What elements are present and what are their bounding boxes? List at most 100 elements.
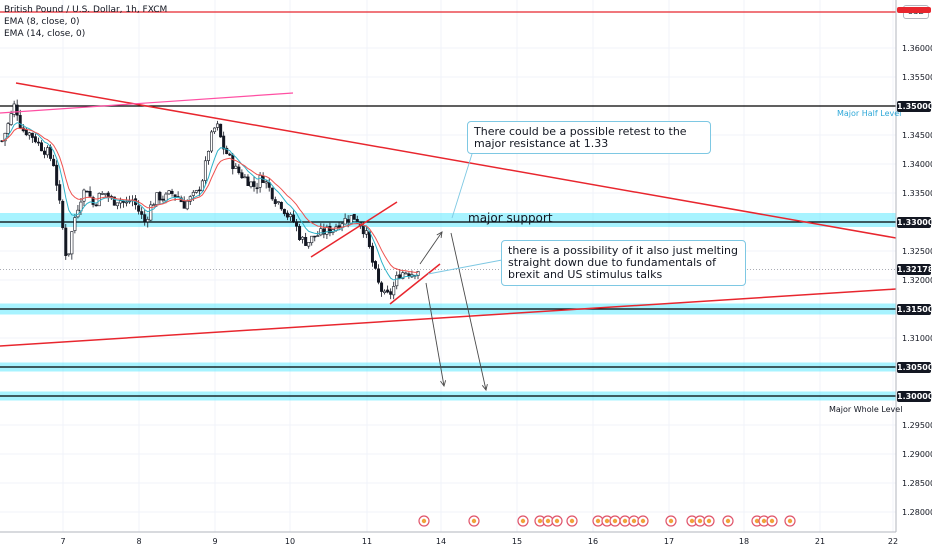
melt-callout-pointer bbox=[427, 259, 503, 275]
event-icon-dot bbox=[604, 518, 610, 524]
candle-body bbox=[61, 200, 65, 229]
y-tick-label: 1.34000 bbox=[902, 160, 932, 169]
candle-body bbox=[206, 150, 210, 161]
candle-body bbox=[319, 228, 323, 236]
event-icon-dot bbox=[697, 518, 703, 524]
event-icon-dot bbox=[706, 518, 712, 524]
x-tick-label: 16 bbox=[588, 537, 598, 546]
candle-body bbox=[298, 225, 302, 240]
chart-legend: British Pound / U.S. Dollar, 1h, FXCM EM… bbox=[4, 4, 167, 40]
candle-body bbox=[137, 205, 141, 212]
candle-body bbox=[67, 253, 71, 256]
candle-body bbox=[377, 268, 381, 283]
candle-body bbox=[234, 165, 238, 169]
price-level-label: 1.35000 bbox=[897, 100, 932, 112]
candle-body bbox=[304, 237, 308, 246]
candle-body bbox=[237, 166, 241, 174]
candle-body bbox=[395, 275, 399, 287]
candle-body bbox=[39, 142, 43, 152]
y-tick-label: 1.32500 bbox=[902, 247, 932, 256]
candle-body bbox=[383, 290, 387, 293]
x-tick-label: 11 bbox=[362, 537, 372, 546]
candle-body bbox=[407, 273, 411, 277]
candle-body bbox=[33, 136, 37, 143]
candle-body bbox=[307, 242, 311, 247]
candle-body bbox=[52, 158, 56, 167]
y-tick-label: 1.33500 bbox=[902, 189, 932, 198]
candle-body bbox=[18, 115, 22, 129]
candle-body bbox=[373, 261, 377, 269]
major-half-level-label[interactable]: Major Half Level bbox=[837, 109, 902, 118]
candle-body bbox=[15, 104, 19, 116]
candle-body bbox=[64, 227, 68, 256]
legend-ema-14[interactable]: EMA (14, close, 0) bbox=[4, 29, 86, 39]
event-icon-dot bbox=[569, 518, 575, 524]
candle-body bbox=[27, 132, 31, 136]
major-support-label[interactable]: major support bbox=[468, 211, 553, 225]
melt-annotation-text: there is a possibility of it also just m… bbox=[508, 244, 738, 281]
candle-body bbox=[152, 204, 156, 206]
candle-body bbox=[82, 189, 86, 202]
candle-body bbox=[249, 181, 253, 187]
triangle-lower-line bbox=[310, 201, 398, 258]
event-icon-dot bbox=[554, 518, 560, 524]
legend-symbol[interactable]: British Pound / U.S. Dollar, 1h, FXCM bbox=[4, 5, 168, 15]
x-tick-label: 18 bbox=[739, 537, 749, 546]
melt-down-arrow bbox=[425, 282, 445, 387]
event-icon-dot bbox=[725, 518, 731, 524]
candle-body bbox=[58, 184, 62, 201]
candle-body bbox=[149, 204, 153, 221]
price-level-label: 1.33000 bbox=[897, 216, 932, 228]
candle-body bbox=[401, 272, 405, 279]
x-tick-label: 7 bbox=[60, 537, 65, 546]
candle-body bbox=[392, 286, 396, 296]
candle-body bbox=[118, 200, 122, 204]
candle-body bbox=[416, 271, 420, 276]
event-icons bbox=[418, 515, 796, 527]
candle-body bbox=[100, 193, 104, 195]
support-bands bbox=[0, 11, 896, 401]
candle-body bbox=[240, 172, 244, 179]
candle-body bbox=[389, 291, 393, 295]
candle-body bbox=[352, 213, 356, 220]
event-icon-dot bbox=[754, 518, 760, 524]
candle-body bbox=[12, 103, 16, 115]
x-tick-label: 9 bbox=[212, 537, 217, 546]
candle-body bbox=[103, 193, 107, 195]
candle-body bbox=[140, 211, 144, 215]
y-tick-label: 1.28500 bbox=[902, 479, 932, 488]
candle-body bbox=[210, 131, 214, 152]
x-tick-label: 15 bbox=[512, 537, 522, 546]
candle-body bbox=[88, 190, 92, 197]
candle-body bbox=[404, 272, 408, 275]
candle-body bbox=[185, 201, 189, 210]
event-icon-dot bbox=[761, 518, 767, 524]
melt-annotation[interactable]: there is a possibility of it also just m… bbox=[501, 240, 746, 286]
candle-body bbox=[222, 135, 226, 150]
candle-body bbox=[295, 221, 299, 227]
x-tick-label: 8 bbox=[136, 537, 141, 546]
y-tick-label: 1.34500 bbox=[902, 131, 932, 140]
candle-body bbox=[197, 189, 201, 192]
candle-body bbox=[97, 193, 101, 207]
major-whole-level-label[interactable]: Major Whole Level bbox=[829, 405, 903, 414]
candle-body bbox=[310, 235, 314, 244]
event-icon-dot bbox=[545, 518, 551, 524]
price-level-label: 1.30000 bbox=[897, 390, 932, 402]
retest-callout-pointer bbox=[451, 153, 473, 219]
candle-body bbox=[155, 192, 159, 205]
candle-body bbox=[146, 219, 150, 223]
candle-body bbox=[73, 217, 77, 231]
retest-annotation[interactable]: There could be a possible retest to the … bbox=[467, 121, 711, 154]
candle-body bbox=[364, 230, 368, 235]
candle-body bbox=[6, 123, 10, 134]
retest-annotation-text: There could be a possible retest to the … bbox=[474, 125, 687, 150]
candle-body bbox=[386, 289, 390, 293]
candle-body bbox=[258, 175, 262, 188]
candle-body bbox=[112, 196, 116, 206]
melt-down-arrow-head bbox=[440, 380, 447, 388]
legend-ema-8[interactable]: EMA (8, close, 0) bbox=[4, 17, 80, 27]
candle-body bbox=[273, 199, 277, 204]
candle-body bbox=[164, 193, 168, 202]
